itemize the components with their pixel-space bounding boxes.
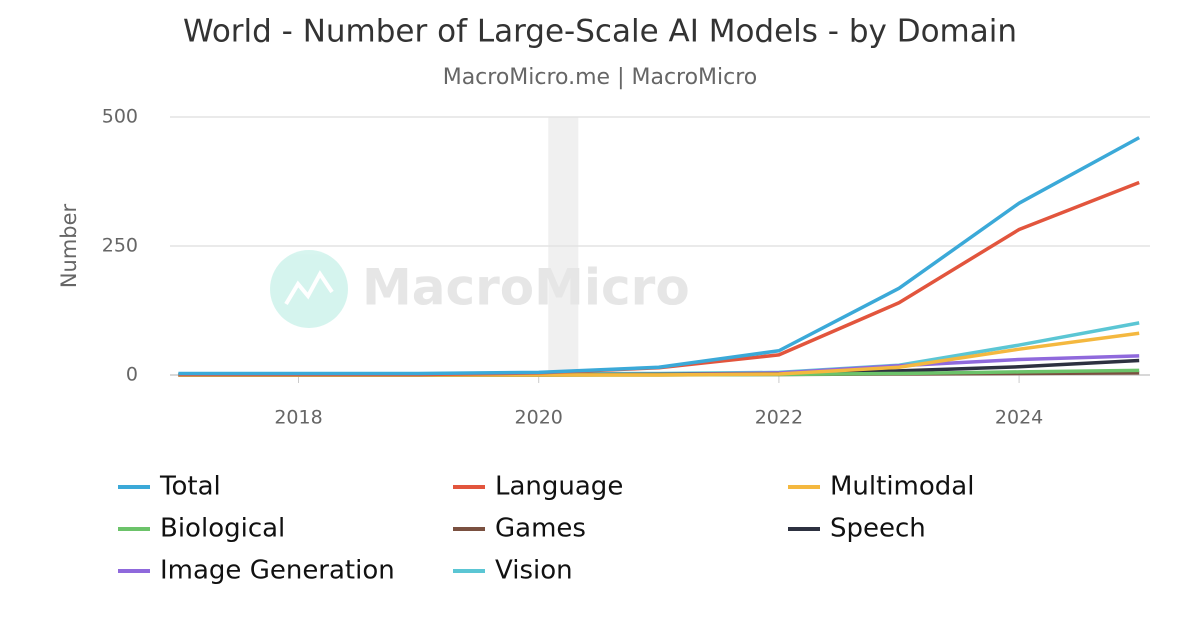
chart-title: World - Number of Large-Scale AI Models … xyxy=(183,14,1017,50)
legend-label: Speech xyxy=(830,514,926,544)
legend-label: Image Generation xyxy=(160,556,395,586)
legend-label: Biological xyxy=(160,514,285,544)
legend-label: Vision xyxy=(495,556,573,586)
chart-subtitle: MacroMicro.me | MacroMicro xyxy=(443,65,758,90)
legend-label: Total xyxy=(159,472,221,502)
x-tick-label: 2024 xyxy=(995,407,1043,429)
series-line xyxy=(178,136,1141,376)
legend-label: Language xyxy=(495,472,623,502)
watermark: MacroMicro xyxy=(362,259,690,317)
x-tick-label: 2020 xyxy=(515,407,563,429)
x-tick-label: 2022 xyxy=(755,407,803,429)
y-axis-label: Number xyxy=(57,203,81,288)
y-tick-label: 250 xyxy=(102,235,138,257)
legend-label: Games xyxy=(495,514,586,544)
y-tick-label: 0 xyxy=(126,364,138,386)
watermark-logo xyxy=(270,250,348,328)
y-tick-label: 500 xyxy=(102,106,138,128)
legend-label: Multimodal xyxy=(830,472,974,502)
x-tick-label: 2018 xyxy=(274,407,322,429)
